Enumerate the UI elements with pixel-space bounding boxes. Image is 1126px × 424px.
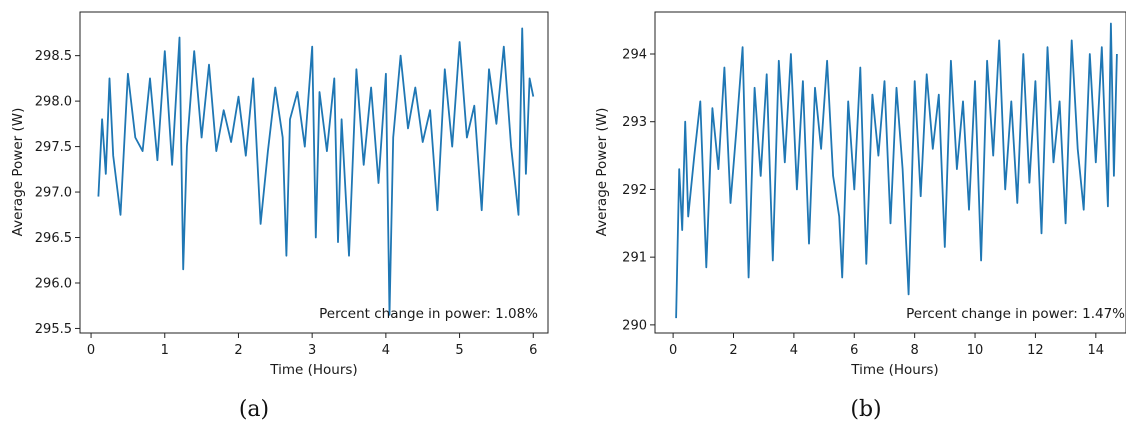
y-tick-label-a-6: 298.5 bbox=[35, 49, 72, 64]
x-tick-label-a-5: 5 bbox=[455, 343, 463, 358]
y-tick-label-b-2: 292 bbox=[622, 183, 647, 198]
x-tick-label-a-3: 3 bbox=[308, 343, 316, 358]
y-tick-label-a-5: 298.0 bbox=[35, 95, 72, 110]
x-axis-label-b: Time (Hours) bbox=[850, 362, 938, 378]
annotation-b: Percent change in power: 1.47% bbox=[906, 306, 1125, 322]
x-tick-label-a-0: 0 bbox=[87, 343, 95, 358]
chart-panel-b: 0 2 4 6 8 10 12 14 290 291 292 293 294 Percent chang… bbox=[594, 11, 1126, 422]
y-tick-label-a-4: 297.5 bbox=[35, 140, 72, 155]
chart-panel-a: 0 1 2 3 4 5 6 295.5 296.0 296.5 297.0 297.5 298.0 298… bbox=[10, 11, 549, 422]
y-tick-label-a-0: 295.5 bbox=[35, 322, 72, 337]
x-tick-label-b-0: 0 bbox=[669, 343, 677, 358]
series-line-a bbox=[97, 27, 535, 316]
x-tick-label-b-5: 10 bbox=[967, 343, 984, 358]
y-axis-label-a: Average Power (W) bbox=[10, 108, 26, 237]
panel-caption-a: (a) bbox=[239, 397, 269, 422]
axis-ticks-a: 0 1 2 3 4 5 6 295.5 296.0 296.5 297.0 297.5 298.0 298… bbox=[35, 49, 538, 358]
y-tick-label-b-3: 293 bbox=[622, 115, 647, 130]
x-tick-label-b-4: 8 bbox=[911, 343, 919, 358]
axis-ticks-b: 0 2 4 6 8 10 12 14 290 291 292 293 294 bbox=[622, 47, 1104, 358]
plot-frame-b bbox=[654, 11, 1126, 334]
y-tick-label-b-1: 291 bbox=[622, 251, 647, 266]
y-tick-label-b-0: 290 bbox=[622, 318, 647, 333]
y-axis-label-b: Average Power (W) bbox=[594, 108, 610, 237]
y-tick-label-a-1: 296.0 bbox=[35, 276, 72, 291]
annotation-a: Percent change in power: 1.08% bbox=[319, 306, 538, 322]
x-tick-label-b-3: 6 bbox=[850, 343, 858, 358]
x-tick-label-b-6: 12 bbox=[1027, 343, 1044, 358]
x-tick-label-b-7: 14 bbox=[1088, 343, 1105, 358]
series-line-b bbox=[675, 22, 1118, 319]
y-tick-label-a-2: 296.5 bbox=[35, 231, 72, 246]
x-tick-label-b-1: 2 bbox=[729, 343, 737, 358]
x-tick-label-a-6: 6 bbox=[529, 343, 537, 358]
x-tick-label-a-4: 4 bbox=[382, 343, 390, 358]
panel-caption-b: (b) bbox=[850, 397, 881, 422]
plot-frame-a bbox=[79, 11, 549, 334]
y-tick-label-b-4: 294 bbox=[622, 47, 647, 62]
x-axis-label-a: Time (Hours) bbox=[269, 362, 357, 378]
x-tick-label-a-1: 1 bbox=[161, 343, 169, 358]
y-tick-label-a-3: 297.0 bbox=[35, 186, 72, 201]
x-tick-label-b-2: 4 bbox=[790, 343, 798, 358]
x-tick-label-a-2: 2 bbox=[234, 343, 242, 358]
